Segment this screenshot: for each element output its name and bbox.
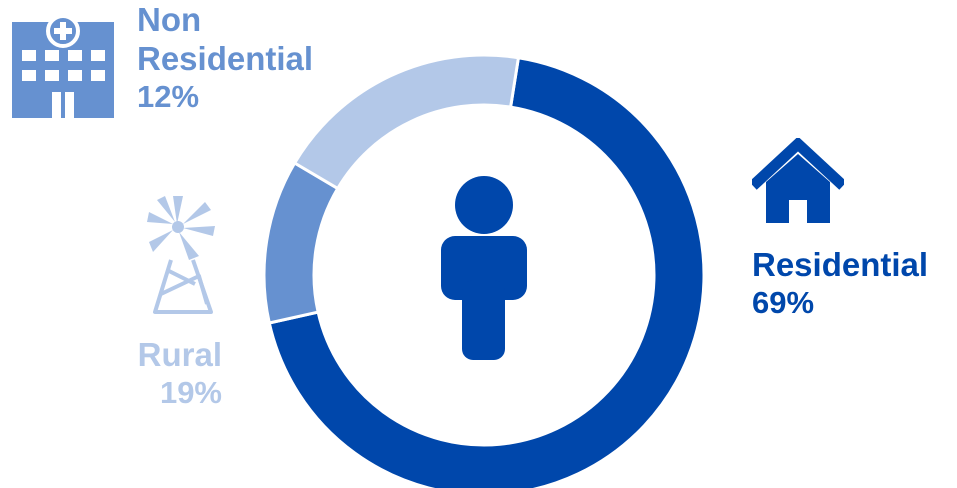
- slice-non-residential: [262, 160, 340, 325]
- label-non-residential-line1: Non: [137, 1, 202, 38]
- value-rural: 19%: [159, 374, 222, 410]
- label-non-residential: Non Residential 12%: [137, 1, 313, 115]
- label-residential-name: Residential: [752, 246, 929, 283]
- house-icon: [752, 138, 844, 223]
- windmill-icon: [147, 196, 215, 314]
- label-residential: Residential 69%: [752, 246, 928, 322]
- donut-slices: [262, 53, 706, 488]
- value-residential: 69%: [752, 284, 815, 320]
- slice-residential: [267, 55, 706, 488]
- label-non-residential-line2: Residential: [137, 39, 314, 77]
- value-non-residential: 12%: [137, 78, 200, 114]
- label-rural-name: Rural: [137, 336, 222, 373]
- hospital-icon: [12, 14, 114, 118]
- person-icon: [441, 176, 527, 360]
- slice-rural: [292, 53, 521, 191]
- label-rural: Rural 19%: [100, 336, 222, 412]
